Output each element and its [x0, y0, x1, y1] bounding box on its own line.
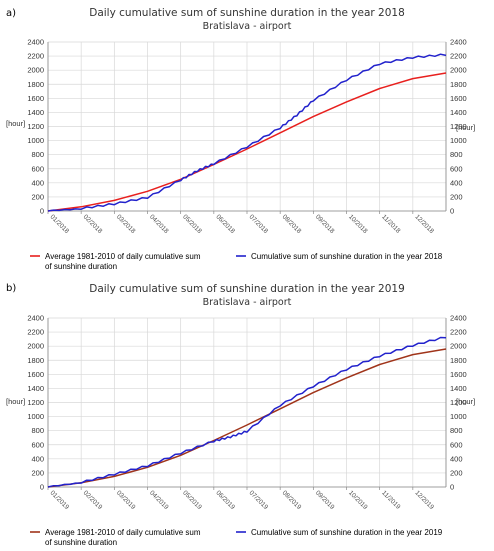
series-line-average: [47, 348, 447, 488]
y-tick-label-right: 1000: [450, 136, 467, 145]
x-tick-label: 11/2018: [380, 213, 401, 234]
x-tick-label: 11/2019: [380, 489, 401, 510]
x-tick-label: 10/2018: [347, 213, 369, 235]
y-tick-label: 200: [31, 468, 44, 477]
legend-label-average: Average 1981-2010 of daily cumulative su…: [45, 252, 201, 270]
y-tick-label-right: 1800: [450, 356, 467, 365]
chart-b: Daily cumulative sum of sunshine duratio…: [6, 283, 475, 547]
x-tick-label: 07/2019: [248, 489, 270, 511]
y-tick-label: 0: [40, 207, 44, 216]
x-tick-label: 01/2018: [49, 213, 71, 235]
y-tick-label: 1400: [27, 384, 44, 393]
plot-area: 0 0 200 200 400 400 600 600 800 800 1000 1000 1200 12…: [27, 38, 466, 236]
y-tick-label: 1000: [27, 136, 44, 145]
y-tick-label: 1600: [27, 94, 44, 103]
y-axis-label-right: [hour]: [456, 123, 475, 132]
x-tick-label: 06/2019: [214, 489, 236, 511]
y-tick-label-right: 200: [450, 468, 463, 477]
y-tick-label-right: 2000: [450, 342, 467, 351]
x-tick-label: 02/2019: [82, 489, 104, 511]
y-tick-label-right: 1800: [450, 80, 467, 89]
y-tick-label: 2200: [27, 52, 44, 61]
y-tick-label: 2400: [27, 38, 44, 47]
panel-label-b: b): [6, 283, 17, 294]
y-tick-label-right: 1600: [450, 370, 467, 379]
y-tick-label-right: 2400: [450, 38, 467, 47]
y-tick-label: 1000: [27, 412, 44, 421]
series-line-year: [47, 53, 447, 212]
x-tick-label: 02/2018: [82, 213, 104, 235]
y-tick-label: 0: [40, 483, 44, 492]
y-tick-label: 1400: [27, 108, 44, 117]
y-tick-label: 1800: [27, 356, 44, 365]
y-tick-label-right: 200: [450, 192, 463, 201]
y-tick-label-right: 2000: [450, 66, 467, 75]
x-tick-label: 08/2018: [281, 213, 303, 235]
y-tick-label: 400: [31, 178, 44, 187]
y-tick-label-right: 0: [450, 207, 454, 216]
chart-subtitle: Bratislava - airport: [203, 21, 292, 32]
y-tick-label: 1200: [27, 398, 44, 407]
chart-title: Daily cumulative sum of sunshine duratio…: [89, 283, 405, 295]
y-tick-label-right: 1600: [450, 94, 467, 103]
legend-label-year: Cumulative sum of sunshine duration in t…: [251, 528, 443, 537]
x-tick-label: 05/2019: [181, 489, 203, 511]
y-tick-label: 400: [31, 454, 44, 463]
y-tick-label-right: 800: [450, 426, 463, 435]
y-tick-label: 2000: [27, 342, 44, 351]
y-axis-label-right: [hour]: [456, 397, 475, 406]
x-tick-label: 12/2019: [413, 489, 435, 511]
y-tick-label-right: 600: [450, 440, 463, 449]
series-line-year: [47, 336, 447, 488]
y-tick-label-right: 1200: [450, 122, 467, 131]
x-tick-label: 09/2018: [314, 213, 336, 235]
y-tick-label: 800: [31, 426, 44, 435]
chart-subtitle: Bratislava - airport: [203, 297, 292, 308]
y-tick-label: 600: [31, 164, 44, 173]
series-line-average: [47, 72, 447, 212]
y-tick-label-right: 2400: [450, 314, 467, 323]
y-tick-label: 2000: [27, 66, 44, 75]
y-tick-label-right: 1400: [450, 108, 467, 117]
y-tick-label: 200: [31, 192, 44, 201]
x-tick-label: 12/2018: [413, 213, 435, 235]
y-tick-label-right: 800: [450, 150, 463, 159]
y-tick-label-right: 600: [450, 164, 463, 173]
y-tick-label: 2400: [27, 314, 44, 323]
y-axis-label-left: [hour]: [6, 119, 25, 128]
x-tick-label: 05/2018: [181, 213, 203, 235]
x-tick-label: 04/2018: [148, 213, 170, 235]
x-tick-label: 09/2019: [314, 489, 336, 511]
y-axis-label-left: [hour]: [6, 397, 25, 406]
y-tick-label: 800: [31, 150, 44, 159]
legend-label-average: Average 1981-2010 of daily cumulative su…: [45, 528, 201, 547]
x-tick-label: 03/2019: [115, 489, 137, 511]
y-tick-label-right: 2200: [450, 52, 467, 61]
y-tick-label-right: 1200: [450, 398, 467, 407]
y-tick-label: 1200: [27, 122, 44, 131]
y-tick-label-right: 2200: [450, 328, 467, 337]
y-tick-label: 600: [31, 440, 44, 449]
x-tick-label: 01/2019: [49, 489, 71, 511]
y-tick-label-right: 400: [450, 178, 463, 187]
y-tick-label: 2200: [27, 328, 44, 337]
x-tick-label: 04/2019: [148, 489, 170, 511]
panel-label-a: a): [6, 8, 17, 19]
y-tick-label-right: 1400: [450, 384, 467, 393]
chart-title: Daily cumulative sum of sunshine duratio…: [89, 7, 405, 19]
x-tick-label: 03/2018: [115, 213, 137, 235]
plot-area: 0 0 200 200 400 400 600 600 800 800 1000 1000 1200 12…: [27, 314, 466, 512]
x-tick-label: 08/2019: [281, 489, 303, 511]
y-tick-label: 1800: [27, 80, 44, 89]
x-tick-label: 06/2018: [214, 213, 236, 235]
x-tick-label: 10/2019: [347, 489, 369, 511]
y-tick-label-right: 0: [450, 483, 454, 492]
legend-label-year: Cumulative sum of sunshine duration in t…: [251, 252, 443, 261]
y-tick-label-right: 1000: [450, 412, 467, 421]
chart-a: Daily cumulative sum of sunshine duratio…: [6, 7, 475, 270]
x-tick-label: 07/2018: [248, 213, 270, 235]
y-tick-label: 1600: [27, 370, 44, 379]
y-tick-label-right: 400: [450, 454, 463, 463]
